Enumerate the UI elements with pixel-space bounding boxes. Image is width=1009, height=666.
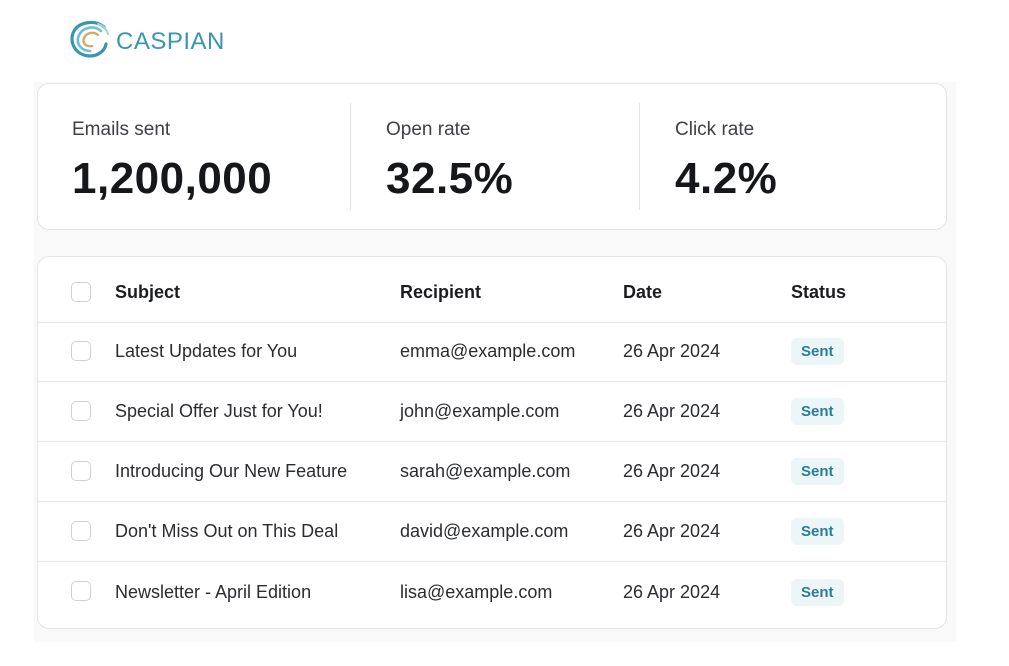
table-header-row: Subject Recipient Date Status bbox=[38, 263, 946, 323]
cell-date: 26 Apr 2024 bbox=[623, 461, 721, 481]
cell-date: 26 Apr 2024 bbox=[623, 521, 721, 541]
cell-status: Sent bbox=[791, 562, 844, 622]
cell-subject: Newsletter - April Edition bbox=[115, 581, 312, 602]
cell-status: Sent bbox=[791, 322, 844, 381]
status-badge: Sent bbox=[791, 338, 844, 365]
cell-status: Sent bbox=[791, 442, 844, 501]
cell-subject: Introducing Our New Feature bbox=[115, 461, 348, 481]
cell-subject: Don't Miss Out on This Deal bbox=[115, 521, 339, 541]
table-row[interactable]: Introducing Our New Feature sarah@exampl… bbox=[38, 442, 946, 502]
stat-label: Click rate bbox=[675, 119, 755, 140]
column-header-recipient[interactable]: Recipient bbox=[400, 282, 482, 302]
stat-label: Open rate bbox=[386, 119, 471, 140]
status-badge: Sent bbox=[791, 458, 844, 485]
stat-value: 1,200,000 bbox=[72, 154, 273, 203]
cell-recipient: emma@example.com bbox=[400, 341, 576, 361]
row-checkbox[interactable] bbox=[71, 340, 91, 361]
stat-value: 32.5% bbox=[386, 154, 514, 203]
table-row[interactable]: Special Offer Just for You! john@example… bbox=[38, 382, 946, 442]
status-badge: Sent bbox=[791, 578, 844, 606]
stat-divider bbox=[350, 103, 351, 210]
cell-recipient: sarah@example.com bbox=[400, 461, 571, 481]
column-header-status[interactable]: Status bbox=[791, 282, 847, 302]
stat-label: Emails sent bbox=[72, 119, 171, 140]
cell-subject: Special Offer Just for You! bbox=[115, 401, 323, 421]
table-row[interactable]: Don't Miss Out on This Deal david@exampl… bbox=[38, 502, 946, 562]
column-header-date[interactable]: Date bbox=[623, 282, 663, 302]
cell-date: 26 Apr 2024 bbox=[623, 581, 721, 602]
cell-date: 26 Apr 2024 bbox=[623, 341, 721, 361]
row-checkbox[interactable] bbox=[71, 460, 91, 481]
stats-card: Emails sent 1,200,000 Open rate 32.5% Cl… bbox=[37, 83, 947, 230]
stat-value: 4.2% bbox=[675, 154, 778, 203]
select-all-checkbox[interactable] bbox=[71, 281, 91, 302]
row-checkbox[interactable] bbox=[71, 400, 91, 421]
stat-divider bbox=[639, 103, 640, 210]
wave-logo-icon bbox=[68, 19, 112, 64]
brand-name: CASPIAN bbox=[116, 27, 225, 55]
status-badge: Sent bbox=[791, 398, 844, 425]
cell-status: Sent bbox=[791, 502, 844, 561]
brand-logo[interactable]: CASPIAN bbox=[68, 19, 225, 64]
table-row[interactable]: Newsletter - April Edition lisa@example.… bbox=[38, 562, 946, 622]
row-checkbox[interactable] bbox=[71, 520, 91, 541]
cell-recipient: john@example.com bbox=[400, 401, 560, 421]
column-header-subject[interactable]: Subject bbox=[115, 282, 181, 302]
cell-subject: Latest Updates for You bbox=[115, 341, 298, 361]
status-badge: Sent bbox=[791, 518, 844, 545]
cell-date: 26 Apr 2024 bbox=[623, 401, 721, 421]
table-row[interactable]: Latest Updates for You emma@example.com … bbox=[38, 322, 946, 382]
cell-recipient: lisa@example.com bbox=[400, 581, 553, 602]
row-checkbox[interactable] bbox=[71, 581, 91, 601]
cell-status: Sent bbox=[791, 382, 844, 441]
cell-recipient: david@example.com bbox=[400, 521, 569, 541]
emails-table: Subject Recipient Date Status Latest Upd… bbox=[37, 256, 947, 629]
